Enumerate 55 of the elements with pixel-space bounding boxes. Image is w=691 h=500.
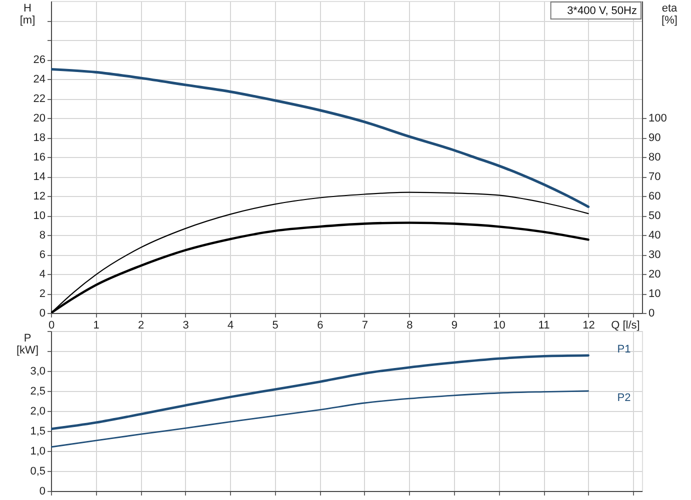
y-tick-label: 0 bbox=[39, 308, 46, 320]
y-tick-label: 20 bbox=[33, 112, 46, 124]
y-tick-label: 14 bbox=[33, 171, 46, 183]
x-tick-label: 8 bbox=[406, 320, 413, 332]
y-tick-label: 0,5 bbox=[30, 466, 46, 478]
y2-tick-label: 30 bbox=[648, 249, 661, 261]
x-tick-label: 2 bbox=[138, 320, 144, 332]
y-tick-label: 1,5 bbox=[30, 426, 46, 438]
y2-tick-label: 80 bbox=[648, 152, 661, 164]
y-axis-title: P [kW] bbox=[16, 332, 38, 356]
y2-tick-label: 0 bbox=[648, 308, 655, 320]
y-tick-label: 0 bbox=[39, 486, 46, 498]
x-tick-label: 4 bbox=[228, 320, 234, 332]
y-tick-label: 12 bbox=[33, 190, 46, 202]
y-tick-label: 10 bbox=[33, 210, 46, 222]
x-tick-label: 7 bbox=[362, 320, 368, 332]
y-tick-label: 4 bbox=[39, 268, 46, 280]
chart-title: 3*400 V, 50Hz bbox=[567, 5, 637, 17]
y-tick-label: 16 bbox=[33, 152, 46, 164]
y2-tick-label: 10 bbox=[648, 288, 661, 300]
y-tick-label: 8 bbox=[39, 230, 46, 242]
x-tick-label: 0 bbox=[48, 320, 55, 332]
x-tick-label: 11 bbox=[538, 320, 550, 332]
x-tick-label: 5 bbox=[272, 320, 278, 332]
y2-tick-label: 40 bbox=[648, 230, 661, 242]
y2-tick-label: 60 bbox=[648, 190, 661, 202]
x-tick-label: 12 bbox=[582, 320, 595, 332]
line-series bbox=[51, 68, 590, 208]
x-tick-label: 10 bbox=[493, 320, 506, 332]
y-tick-label: 2,5 bbox=[30, 386, 46, 398]
y2-tick-label: 20 bbox=[648, 268, 661, 280]
y-tick-label: 2 bbox=[39, 288, 46, 300]
text: P2 bbox=[617, 392, 631, 404]
text: P1 bbox=[617, 343, 631, 356]
y2-tick-label: 50 bbox=[648, 210, 661, 222]
y-tick-label: 1,0 bbox=[30, 446, 46, 458]
y2-tick-label: 100 bbox=[648, 112, 667, 124]
x-tick-label: 9 bbox=[451, 320, 458, 332]
y-tick-label: 26 bbox=[33, 54, 46, 66]
y2-tick-label: 90 bbox=[648, 132, 661, 144]
line-series bbox=[51, 390, 589, 448]
x-tick-label: 3 bbox=[182, 320, 189, 332]
x-tick-label: 6 bbox=[317, 320, 324, 332]
y-tick-label: 22 bbox=[33, 93, 46, 105]
x-axis-title: Q [l/s] bbox=[611, 320, 640, 332]
y-tick-label: 3,0 bbox=[30, 366, 46, 378]
y-tick-label: 18 bbox=[33, 132, 46, 144]
y2-tick-label: 70 bbox=[648, 171, 661, 183]
y-tick-label: 2,0 bbox=[30, 406, 46, 418]
y-axis-title: H [m] bbox=[20, 2, 36, 26]
y-tick-label: 6 bbox=[39, 249, 46, 261]
x-tick-label: 1 bbox=[93, 320, 100, 332]
line-series bbox=[51, 354, 590, 430]
y-tick-label: 24 bbox=[33, 74, 46, 86]
y2-axis-title: eta [%] bbox=[662, 2, 678, 26]
